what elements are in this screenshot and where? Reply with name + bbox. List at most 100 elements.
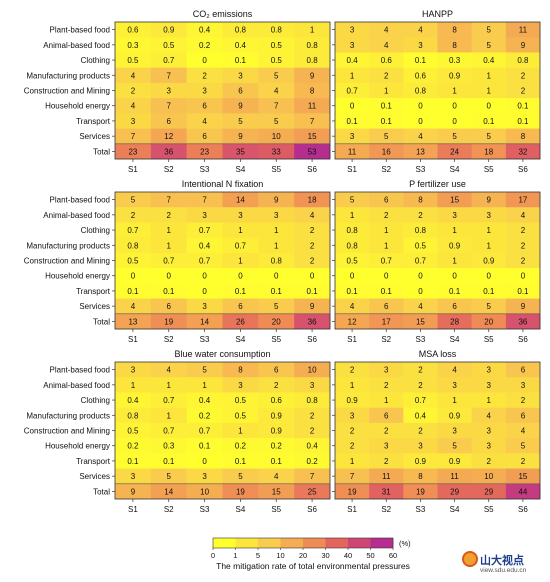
cell-total-s3: [186, 143, 223, 160]
cell-value: 1: [274, 226, 279, 235]
cell-services-s2: [150, 298, 187, 315]
cell-value: 17: [518, 196, 527, 205]
cell-services-s6: [294, 128, 331, 145]
cell-construction-and-mining-s6: [505, 422, 541, 439]
cell-manufacturing-products-s4: [222, 67, 259, 84]
cell-value: 3: [418, 442, 423, 451]
cell-animal-based-food-s4: [222, 207, 259, 223]
cell-total-s5: [471, 143, 507, 160]
cell-value: 4: [418, 26, 423, 35]
cell-construction-and-mining-s4: [437, 82, 472, 99]
cell-value: 0: [487, 102, 492, 111]
cell-animal-based-food-s3: [186, 377, 223, 393]
cell-value: 12: [164, 132, 173, 141]
cell-value: 0.9: [271, 411, 283, 420]
cell-clothing-s4: [437, 52, 472, 68]
col-label-s5: S5: [484, 505, 494, 514]
row-label-plant-based-food: Plant-based food: [50, 26, 111, 35]
cell-manufacturing-products-s1: [335, 67, 370, 84]
cell-value: 2: [350, 427, 355, 436]
cell-value: 6: [167, 117, 172, 126]
cell-total-s6: [294, 313, 331, 330]
cell-household-energy-s6: [294, 98, 331, 114]
cell-value: 0: [418, 102, 423, 111]
cell-value: 0.9: [415, 457, 427, 466]
cell-value: 2: [167, 211, 172, 220]
cell-value: 35: [236, 147, 245, 156]
cell-value: 0.6: [127, 26, 139, 35]
cell-value: 1: [487, 226, 492, 235]
cell-value: 0.2: [235, 442, 247, 451]
cell-value: 0.4: [415, 411, 427, 420]
cell-value: 18: [484, 147, 493, 156]
cell-value: 2: [384, 211, 389, 220]
col-label-s4: S4: [450, 335, 460, 344]
cell-value: 14: [164, 487, 173, 496]
cell-value: 7: [310, 472, 315, 481]
legend-swatch: [348, 538, 371, 548]
cell-value: 3: [452, 427, 457, 436]
legend-swatch: [213, 538, 236, 548]
cell-value: 0.1: [235, 56, 247, 65]
cell-plant-based-food-s4: [437, 192, 472, 208]
cell-value: 0.4: [127, 396, 139, 405]
cell-value: 0.4: [199, 26, 211, 35]
cell-construction-and-mining-s3: [403, 82, 438, 99]
cell-clothing-s3: [403, 52, 438, 68]
cell-plant-based-food-s6: [505, 192, 541, 208]
cell-value: 0: [418, 117, 423, 126]
cell-household-energy-s3: [186, 98, 223, 114]
cell-value: 9: [131, 487, 136, 496]
cell-value: 0.2: [307, 457, 319, 466]
cell-household-energy-s5: [471, 268, 507, 284]
cell-transport-s3: [186, 283, 223, 299]
cell-plant-based-food-s1: [335, 192, 370, 208]
cell-value: 0: [452, 117, 457, 126]
cell-value: 0.8: [271, 26, 283, 35]
row-label-transport: Transport: [76, 287, 111, 296]
cell-value: 0.1: [449, 287, 461, 296]
cell-clothing-s5: [258, 222, 295, 238]
legend-swatch: [280, 538, 304, 548]
cell-manufacturing-products-s3: [186, 67, 223, 84]
cell-value: 0: [418, 272, 423, 281]
cell-household-energy-s2: [150, 438, 187, 454]
cell-total-s1: [115, 143, 152, 160]
cell-total-s3: [186, 483, 223, 500]
cell-value: 5: [521, 442, 526, 451]
cell-total-s2: [150, 483, 187, 500]
cell-value: 15: [272, 487, 281, 496]
cell-value: 0.9: [449, 457, 461, 466]
cell-household-energy-s2: [369, 268, 404, 284]
cell-value: 14: [236, 196, 245, 205]
cell-value: 3: [238, 381, 243, 390]
cell-manufacturing-products-s6: [294, 407, 331, 424]
cell-value: 0.7: [163, 396, 175, 405]
cell-manufacturing-products-s5: [258, 237, 295, 254]
cell-value: 0.9: [449, 71, 461, 80]
col-label-s6: S6: [307, 505, 317, 514]
col-label-s1: S1: [347, 165, 357, 174]
cell-plant-based-food-s4: [222, 362, 259, 378]
cell-value: 0.4: [199, 396, 211, 405]
cell-value: 0: [274, 272, 279, 281]
cell-value: 0: [202, 56, 207, 65]
cell-clothing-s5: [471, 392, 507, 408]
cell-value: 1: [487, 87, 492, 96]
cell-value: 1: [274, 241, 279, 250]
cell-plant-based-food-s2: [369, 22, 404, 38]
cell-value: 6: [238, 302, 243, 311]
cell-manufacturing-products-s1: [115, 67, 152, 84]
cell-value: 3: [487, 381, 492, 390]
cell-manufacturing-products-s2: [150, 237, 187, 254]
cell-services-s1: [115, 298, 152, 315]
cell-value: 0.7: [199, 427, 211, 436]
col-label-s1: S1: [128, 335, 138, 344]
cell-value: 6: [384, 411, 389, 420]
cell-value: 0: [238, 272, 243, 281]
cell-animal-based-food-s1: [335, 377, 370, 393]
cell-clothing-s5: [471, 52, 507, 68]
cell-value: 9: [521, 302, 526, 311]
cell-value: 3: [521, 381, 526, 390]
